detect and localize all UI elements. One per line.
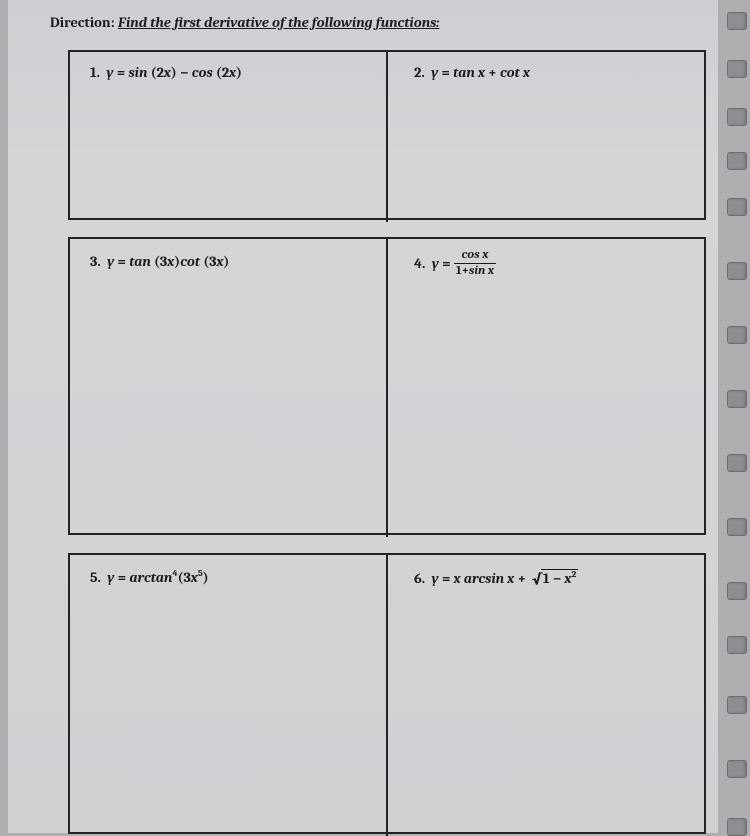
ring-hole (727, 518, 747, 536)
problem-3: 3. y = tan (3x)cot (3x) (90, 253, 229, 270)
worksheet-paper: Direction: Find the first derivative of … (8, 0, 718, 833)
direction-text: Find the first derivative of the followi… (118, 14, 439, 31)
problem-2-number: 2. (414, 64, 425, 81)
problem-5: 5. y = arctan4(3x5) (90, 569, 209, 586)
ring-hole (727, 696, 747, 714)
problem-6-number: 6. (414, 570, 425, 587)
ring-hole (727, 326, 747, 344)
ring-hole (727, 760, 747, 778)
ring-hole (727, 108, 747, 126)
ring-hole (727, 454, 747, 472)
problem-1-expr: y = sin (2x) − cos (2x) (106, 64, 242, 81)
ring-hole (727, 636, 747, 654)
ring-hole (727, 12, 747, 30)
direction-label: Direction: (50, 14, 115, 31)
ring-hole (727, 152, 747, 170)
ring-hole (727, 262, 747, 280)
ring-hole (727, 198, 747, 216)
problem-6-expr: y = x arcsin x + 1 − x2 (432, 570, 579, 587)
box3-divider (386, 555, 388, 836)
direction-line: Direction: Find the first derivative of … (50, 14, 439, 31)
ring-hole (727, 582, 747, 600)
problem-2-expr: y = tan x + cot x (431, 64, 530, 81)
problem-2: 2. y = tan x + cot x (414, 64, 530, 81)
box1-divider (386, 52, 388, 222)
box2-divider (386, 239, 388, 537)
problem-6: 6. y = x arcsin x + 1 − x2 (414, 569, 578, 588)
problem-5-number: 5. (90, 569, 101, 586)
ring-hole (727, 818, 747, 836)
ring-hole (727, 60, 747, 78)
problem-4-number: 4. (414, 255, 425, 272)
problem-3-number: 3. (90, 253, 101, 270)
problem-1: 1. y = sin (2x) − cos (2x) (90, 64, 242, 81)
problem-3-expr: y = tan (3x)cot (3x) (107, 253, 229, 270)
problem-5-expr: y = arctan4(3x5) (107, 569, 208, 586)
ring-hole (727, 390, 747, 408)
problem-box-3 (68, 553, 706, 834)
problem-4-expr: y = cos x1+sin x (432, 255, 496, 272)
problem-4: 4. y = cos x1+sin x (414, 250, 496, 279)
problem-box-2 (68, 237, 706, 535)
problem-1-number: 1. (90, 64, 100, 81)
